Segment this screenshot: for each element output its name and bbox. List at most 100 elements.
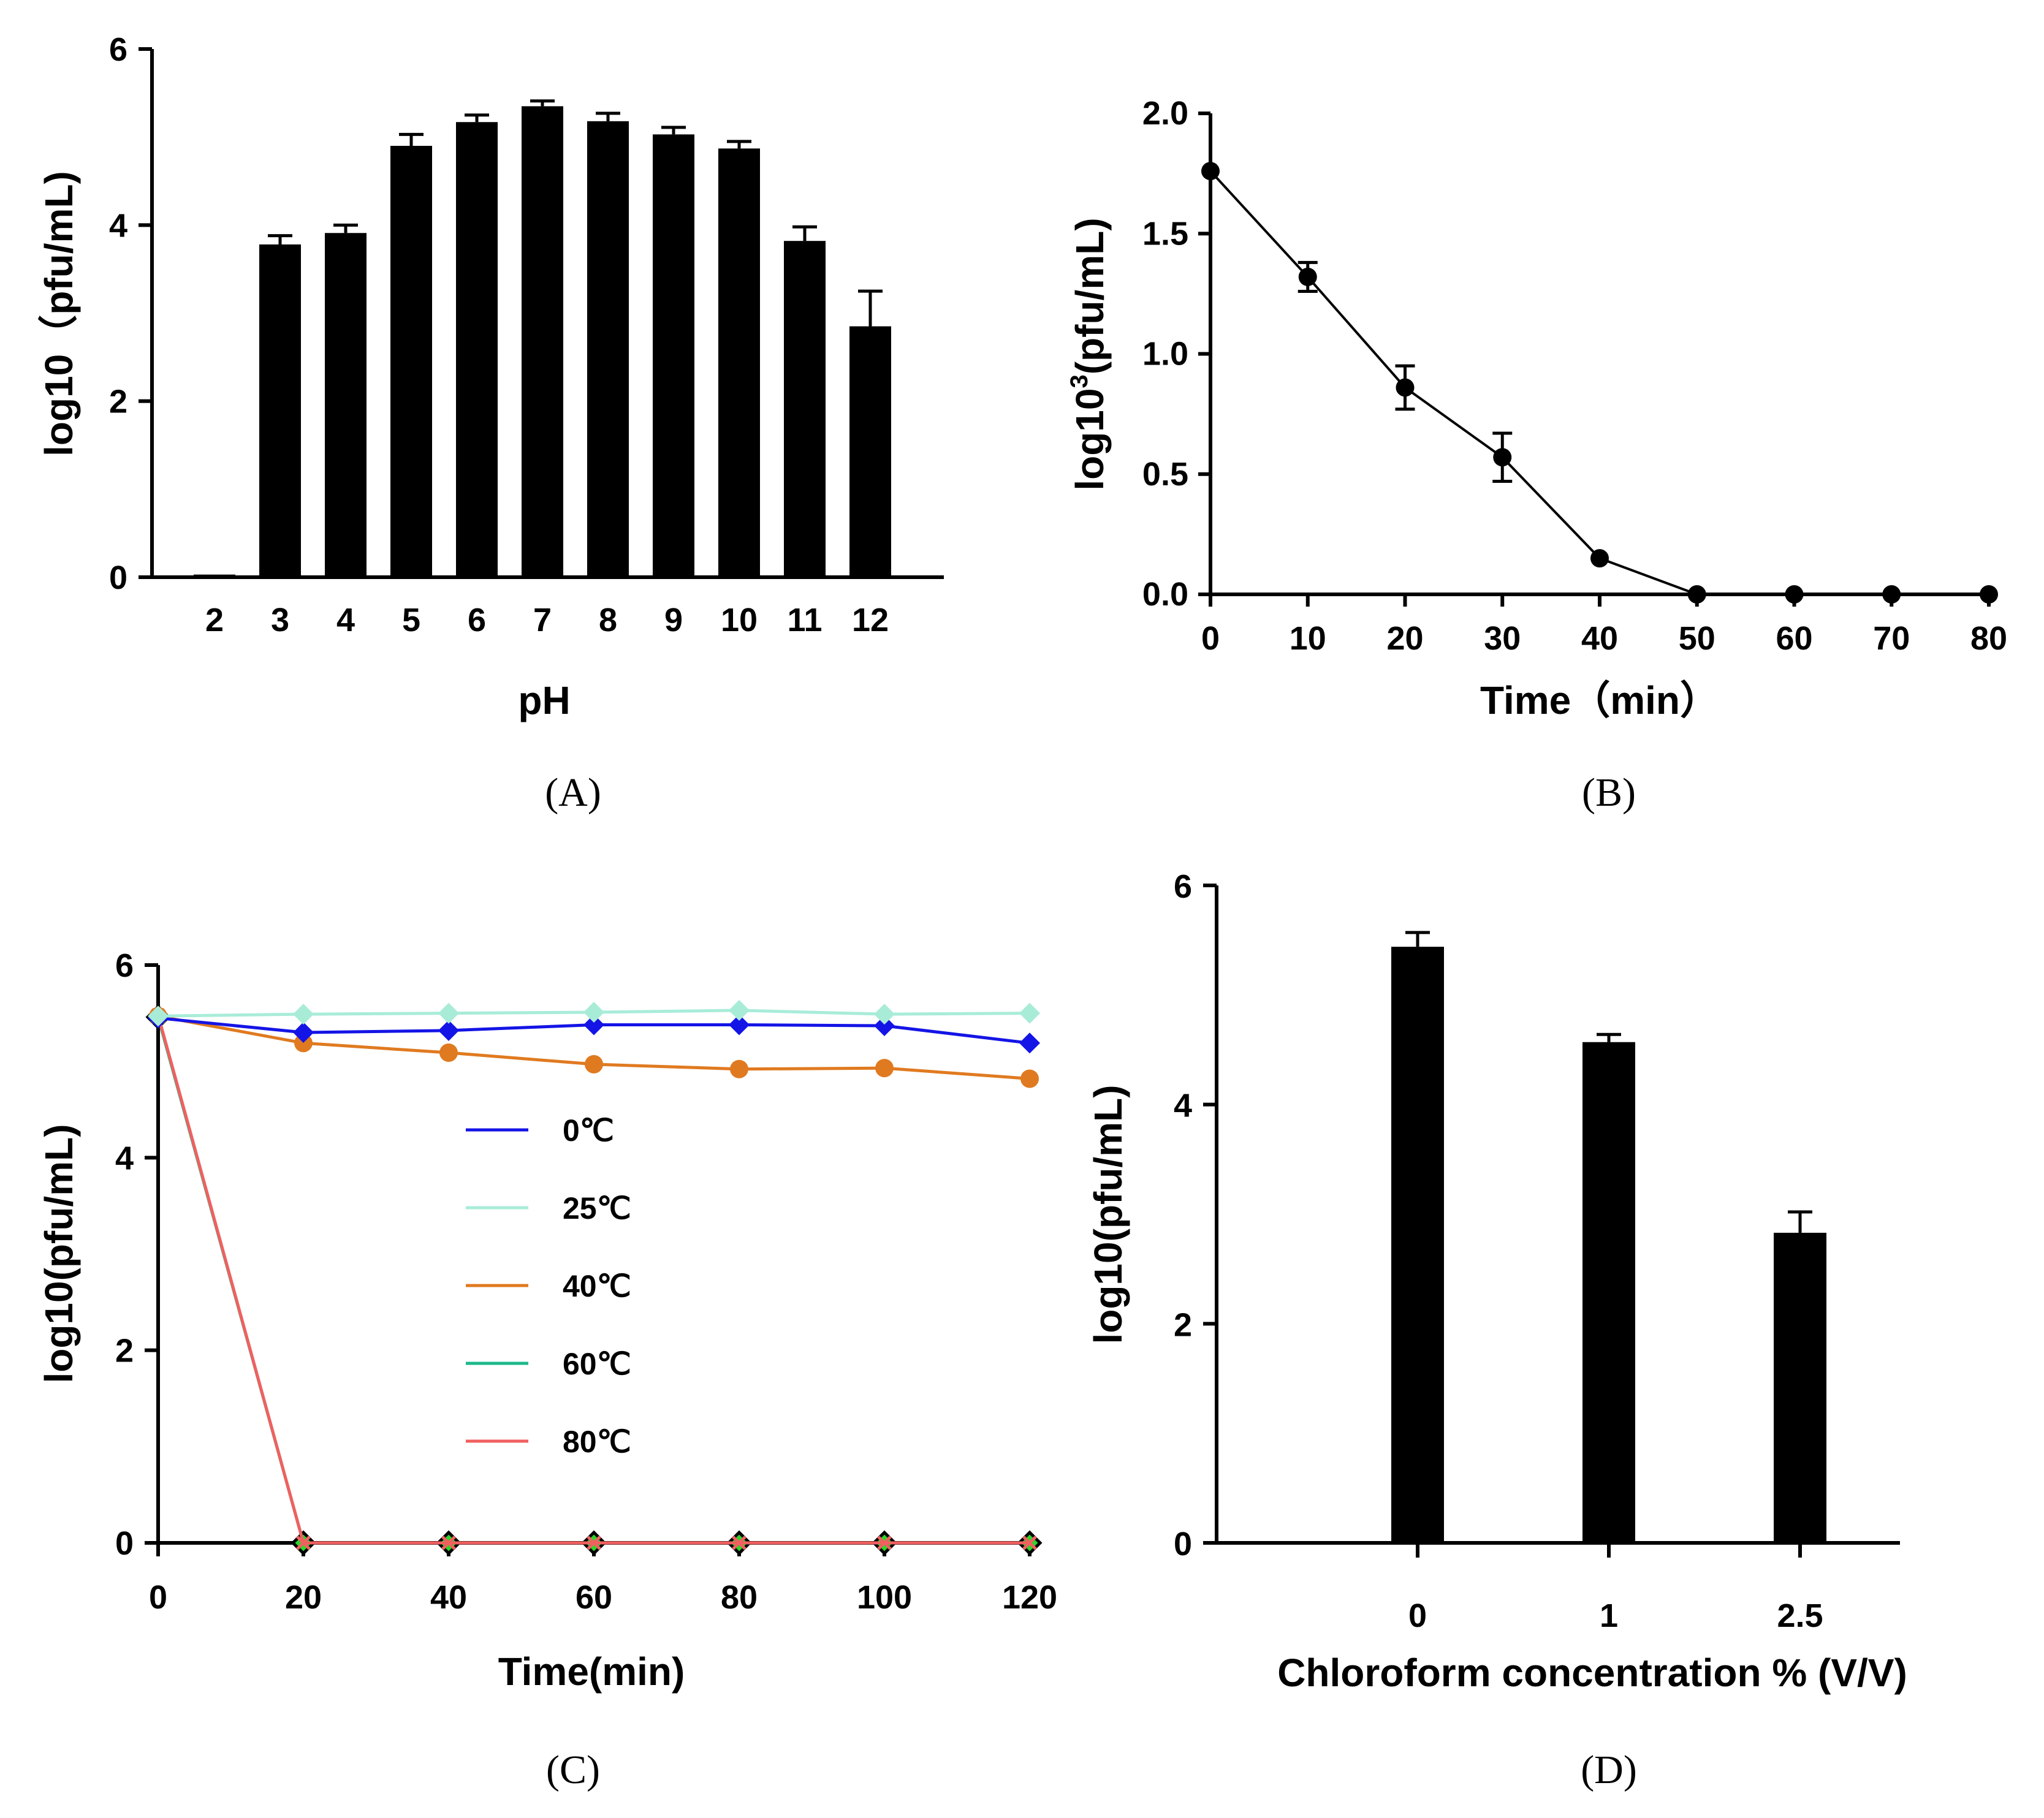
panel-c-point-series4-x20	[296, 1536, 311, 1550]
panel-c-series-1	[148, 999, 1040, 1027]
panel-b-point-40	[1590, 549, 1609, 568]
panel-c-point-series0-x40	[438, 1020, 459, 1041]
panel-c-legend-label-1: 25℃	[563, 1191, 631, 1225]
panel-b-point-60	[1785, 585, 1804, 604]
panel-a-y-title: log10（pfu/mL)	[37, 171, 81, 456]
panel-c-point-series4-x120	[1022, 1536, 1037, 1550]
panel-b-x-tick-label: 50	[1679, 620, 1715, 657]
panel-c-point-series2-x80	[730, 1059, 748, 1078]
panel-a: 0 2 4 6 2 3 4 5 6 7 8 9 10 11 12 pH log10（pfu/mL) (A)	[37, 31, 944, 815]
panel-b-point-50	[1687, 585, 1706, 604]
panel-c-label: (C)	[546, 1748, 600, 1792]
panel-c-point-series4-x80	[732, 1536, 747, 1550]
panel-d-y-tick-label: 6	[1174, 868, 1192, 905]
panel-c-legend: 0℃ 25℃ 40℃ 60℃ 80℃	[466, 1113, 631, 1459]
panel-a-x-tick-label: 12	[852, 602, 889, 638]
panel-d-x-tick-label: 2.5	[1777, 1597, 1823, 1634]
panel-b-point-10	[1298, 267, 1317, 286]
panel-c-x-tick-label: 0	[149, 1579, 167, 1616]
panel-c-x-tick-label: 40	[430, 1579, 467, 1616]
panel-c-point-series4-x100	[877, 1536, 892, 1550]
panel-b-x-ticks: 0 10 20 30 40 50 60 70 80	[1201, 594, 2007, 657]
panel-c-point-series1-x20	[293, 1004, 314, 1025]
panel-c-point-series1-x100	[874, 1004, 895, 1025]
panel-c-point-series1-x60	[583, 1002, 604, 1023]
panel-a-bar-ph-5	[390, 146, 432, 578]
panel-c-point-series4-x60	[587, 1536, 601, 1550]
panel-a-bar-ph-12	[849, 326, 891, 577]
panel-b-point-70	[1882, 585, 1901, 604]
panel-c-y-tick-label: 2	[115, 1333, 134, 1369]
panel-b-x-tick-label: 70	[1873, 620, 1910, 657]
panel-a-x-tick-label: 9	[664, 602, 683, 638]
panel-b-x-tick-label: 30	[1484, 620, 1521, 657]
panel-a-bar-ph-7	[522, 106, 563, 578]
panel-c-point-series2-x100	[875, 1059, 894, 1078]
panel-c-point-series1-x0	[148, 1006, 169, 1027]
panel-d-x-tick-label: 1	[1600, 1597, 1618, 1634]
panel-d-x-tick-label: 0	[1408, 1597, 1427, 1634]
panel-c-x-tick-label: 120	[1002, 1579, 1057, 1616]
panel-a-bar-ph-11	[784, 241, 826, 577]
panel-a-y-tick-label: 0	[109, 559, 127, 596]
panel-c-point-series0-x100	[874, 1015, 895, 1037]
panel-c-point-series2-x20	[294, 1034, 313, 1053]
panel-c-point-series2-x120	[1020, 1069, 1039, 1088]
panel-c-point-series1-x120	[1019, 1002, 1040, 1024]
panel-b-x-tick-label: 20	[1386, 620, 1423, 657]
panel-d-bar-2.5	[1774, 1232, 1826, 1543]
panel-c-legend-label-4: 80℃	[563, 1425, 631, 1459]
panel-b-y-title: log103(pfu/mL)	[1066, 218, 1112, 490]
panel-b-y-tick-label: 0.0	[1142, 576, 1188, 613]
panel-b-y-title-rest: (pfu/mL)	[1068, 218, 1112, 374]
panel-b-series	[1201, 162, 1998, 604]
panel-a-bar-ph-6	[456, 122, 498, 577]
panel-b-point-80	[1980, 585, 1998, 604]
panel-d-y-title: log10(pfu/mL)	[1086, 1085, 1130, 1344]
panel-d-bars	[1391, 931, 1826, 1543]
panel-a-label: (A)	[545, 770, 601, 815]
panel-c-y-title: log10(pfu/mL)	[37, 1124, 81, 1383]
panel-a-bars	[194, 99, 891, 578]
panel-c-legend-label-3: 60℃	[563, 1347, 631, 1381]
panel-a-x-tick-label: 3	[271, 602, 289, 638]
panel-b-line	[1209, 170, 1989, 596]
panel-a-bar-ph-8	[587, 121, 629, 578]
panel-a-x-tick-label: 4	[336, 602, 355, 638]
panel-c-series	[145, 999, 1043, 1556]
panel-b-point-30	[1493, 448, 1512, 467]
panel-d-bar-0	[1391, 947, 1444, 1543]
panel-c-x-tick-label: 80	[721, 1579, 758, 1616]
panel-b-y-tick-label: 1.0	[1142, 336, 1188, 373]
panel-c-y-tick-label: 4	[115, 1140, 134, 1176]
panel-b-x-tick-label: 60	[1776, 620, 1812, 657]
panel-d-y-tick-label: 4	[1174, 1088, 1192, 1124]
panel-c-series-0	[148, 1007, 1040, 1054]
panel-c: 0 2 4 6 0 20 40 60 80 100 120 0℃ 25℃ 40℃ 60℃ 80℃ Time…	[37, 947, 1057, 1792]
panel-b-x-tick-label: 40	[1581, 620, 1618, 657]
panel-c-x-title: Time(min)	[498, 1649, 685, 1694]
panel-c-legend-label-0: 0℃	[563, 1113, 614, 1148]
panel-b-x-tick-label: 80	[1970, 620, 2007, 657]
panel-c-point-series2-x40	[439, 1043, 458, 1062]
panel-d-x-ticks: 0 1 2.5	[1408, 1543, 1823, 1634]
panel-c-point-series1-x80	[729, 999, 750, 1021]
panel-c-legend-label-2: 40℃	[563, 1269, 631, 1303]
panel-b-y-tick-label: 2.0	[1142, 95, 1188, 132]
panel-c-point-series0-x80	[729, 1014, 750, 1036]
panel-d-y-tick-label: 0	[1174, 1526, 1192, 1562]
panel-a-y-tick-label: 2	[109, 384, 127, 420]
panel-b-y-tick-label: 0.5	[1142, 456, 1188, 493]
panel-a-x-title: pH	[518, 678, 570, 722]
panel-a-bar-ph-4	[325, 233, 367, 578]
panel-a-x-tick-label: 5	[402, 602, 420, 638]
panel-d-y-tick-label: 2	[1174, 1306, 1192, 1343]
panel-a-y-ticks: 0 2 4 6	[109, 31, 152, 596]
panel-c-point-series1-x40	[438, 1002, 459, 1024]
panel-d-label: (D)	[1581, 1748, 1637, 1792]
panel-a-x-tick-label: 7	[533, 602, 552, 638]
panel-c-point-series0-x20	[293, 1022, 314, 1043]
panel-c-x-tick-label: 20	[285, 1579, 322, 1616]
